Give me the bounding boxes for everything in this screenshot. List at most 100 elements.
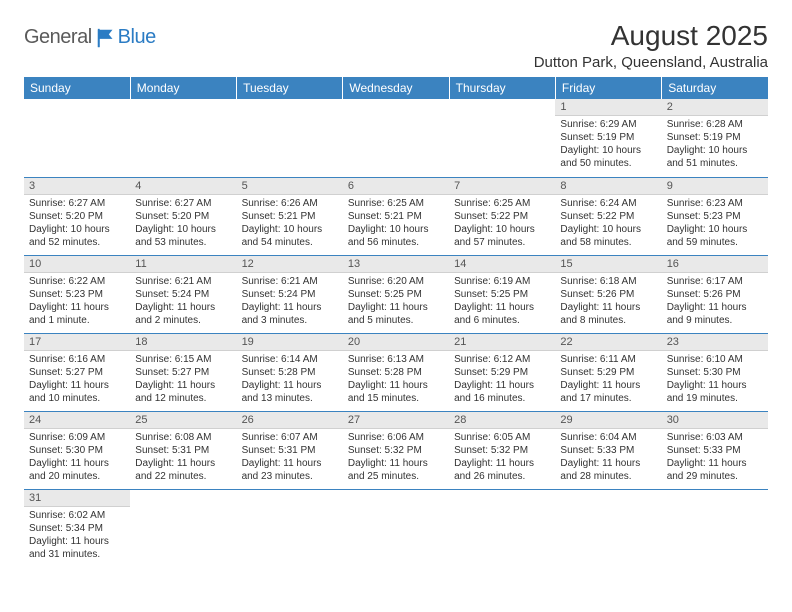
calendar-body: 1Sunrise: 6:29 AMSunset: 5:19 PMDaylight…	[24, 99, 768, 567]
sunset-line: Sunset: 5:21 PM	[348, 210, 444, 223]
day-cell: 5Sunrise: 6:26 AMSunset: 5:21 PMDaylight…	[237, 177, 343, 255]
day-details: Sunrise: 6:17 AMSunset: 5:26 PMDaylight:…	[662, 273, 768, 330]
daylight-line: Daylight: 11 hours and 26 minutes.	[454, 457, 550, 483]
day-number: 11	[130, 256, 236, 273]
sunrise-line: Sunrise: 6:18 AM	[560, 275, 656, 288]
day-cell: 13Sunrise: 6:20 AMSunset: 5:25 PMDayligh…	[343, 255, 449, 333]
sunrise-line: Sunrise: 6:25 AM	[454, 197, 550, 210]
sunrise-line: Sunrise: 6:12 AM	[454, 353, 550, 366]
daylight-line: Daylight: 11 hours and 5 minutes.	[348, 301, 444, 327]
day-number: 4	[130, 178, 236, 195]
day-details: Sunrise: 6:07 AMSunset: 5:31 PMDaylight:…	[237, 429, 343, 486]
weekday-header: Tuesday	[237, 77, 343, 99]
sunset-line: Sunset: 5:30 PM	[667, 366, 763, 379]
daylight-line: Daylight: 11 hours and 13 minutes.	[242, 379, 338, 405]
day-details: Sunrise: 6:14 AMSunset: 5:28 PMDaylight:…	[237, 351, 343, 408]
daylight-line: Daylight: 11 hours and 31 minutes.	[29, 535, 125, 561]
sunset-line: Sunset: 5:27 PM	[29, 366, 125, 379]
day-details: Sunrise: 6:04 AMSunset: 5:33 PMDaylight:…	[555, 429, 661, 486]
day-details: Sunrise: 6:18 AMSunset: 5:26 PMDaylight:…	[555, 273, 661, 330]
sunset-line: Sunset: 5:19 PM	[667, 131, 763, 144]
sunset-line: Sunset: 5:22 PM	[454, 210, 550, 223]
empty-cell	[24, 99, 130, 177]
sunset-line: Sunset: 5:34 PM	[29, 522, 125, 535]
day-cell: 4Sunrise: 6:27 AMSunset: 5:20 PMDaylight…	[130, 177, 236, 255]
sunrise-line: Sunrise: 6:24 AM	[560, 197, 656, 210]
sunrise-line: Sunrise: 6:07 AM	[242, 431, 338, 444]
daylight-line: Daylight: 11 hours and 20 minutes.	[29, 457, 125, 483]
day-number: 14	[449, 256, 555, 273]
logo-text-blue: Blue	[118, 26, 156, 49]
logo: General Blue	[24, 26, 156, 49]
sunset-line: Sunset: 5:31 PM	[135, 444, 231, 457]
day-number: 3	[24, 178, 130, 195]
sunrise-line: Sunrise: 6:21 AM	[242, 275, 338, 288]
month-title: August 2025	[534, 20, 768, 52]
day-cell: 17Sunrise: 6:16 AMSunset: 5:27 PMDayligh…	[24, 333, 130, 411]
sunset-line: Sunset: 5:22 PM	[560, 210, 656, 223]
location-label: Dutton Park, Queensland, Australia	[534, 54, 768, 71]
day-cell: 3Sunrise: 6:27 AMSunset: 5:20 PMDaylight…	[24, 177, 130, 255]
day-cell: 10Sunrise: 6:22 AMSunset: 5:23 PMDayligh…	[24, 255, 130, 333]
day-number: 31	[24, 490, 130, 507]
day-details: Sunrise: 6:16 AMSunset: 5:27 PMDaylight:…	[24, 351, 130, 408]
sunrise-line: Sunrise: 6:14 AM	[242, 353, 338, 366]
empty-cell	[130, 99, 236, 177]
sunset-line: Sunset: 5:29 PM	[454, 366, 550, 379]
day-details: Sunrise: 6:12 AMSunset: 5:29 PMDaylight:…	[449, 351, 555, 408]
calendar-row: 31Sunrise: 6:02 AMSunset: 5:34 PMDayligh…	[24, 489, 768, 567]
day-cell: 1Sunrise: 6:29 AMSunset: 5:19 PMDaylight…	[555, 99, 661, 177]
day-cell: 28Sunrise: 6:05 AMSunset: 5:32 PMDayligh…	[449, 411, 555, 489]
day-cell: 12Sunrise: 6:21 AMSunset: 5:24 PMDayligh…	[237, 255, 343, 333]
day-number: 12	[237, 256, 343, 273]
day-details: Sunrise: 6:13 AMSunset: 5:28 PMDaylight:…	[343, 351, 449, 408]
daylight-line: Daylight: 11 hours and 15 minutes.	[348, 379, 444, 405]
sunrise-line: Sunrise: 6:05 AM	[454, 431, 550, 444]
day-details: Sunrise: 6:21 AMSunset: 5:24 PMDaylight:…	[130, 273, 236, 330]
daylight-line: Daylight: 10 hours and 57 minutes.	[454, 223, 550, 249]
day-number: 29	[555, 412, 661, 429]
day-details: Sunrise: 6:08 AMSunset: 5:31 PMDaylight:…	[130, 429, 236, 486]
day-cell: 25Sunrise: 6:08 AMSunset: 5:31 PMDayligh…	[130, 411, 236, 489]
daylight-line: Daylight: 10 hours and 50 minutes.	[560, 144, 656, 170]
sunrise-line: Sunrise: 6:19 AM	[454, 275, 550, 288]
day-details: Sunrise: 6:29 AMSunset: 5:19 PMDaylight:…	[555, 116, 661, 173]
day-number: 28	[449, 412, 555, 429]
day-cell: 30Sunrise: 6:03 AMSunset: 5:33 PMDayligh…	[662, 411, 768, 489]
daylight-line: Daylight: 10 hours and 59 minutes.	[667, 223, 763, 249]
sunrise-line: Sunrise: 6:23 AM	[667, 197, 763, 210]
calendar-row: 1Sunrise: 6:29 AMSunset: 5:19 PMDaylight…	[24, 99, 768, 177]
day-details: Sunrise: 6:06 AMSunset: 5:32 PMDaylight:…	[343, 429, 449, 486]
day-number: 10	[24, 256, 130, 273]
daylight-line: Daylight: 11 hours and 23 minutes.	[242, 457, 338, 483]
daylight-line: Daylight: 11 hours and 3 minutes.	[242, 301, 338, 327]
day-number: 25	[130, 412, 236, 429]
daylight-line: Daylight: 10 hours and 51 minutes.	[667, 144, 763, 170]
sunrise-line: Sunrise: 6:17 AM	[667, 275, 763, 288]
day-number: 20	[343, 334, 449, 351]
sunrise-line: Sunrise: 6:11 AM	[560, 353, 656, 366]
day-number: 15	[555, 256, 661, 273]
day-details: Sunrise: 6:25 AMSunset: 5:22 PMDaylight:…	[449, 195, 555, 252]
sunset-line: Sunset: 5:24 PM	[135, 288, 231, 301]
sunset-line: Sunset: 5:20 PM	[29, 210, 125, 223]
calendar-row: 17Sunrise: 6:16 AMSunset: 5:27 PMDayligh…	[24, 333, 768, 411]
day-cell: 16Sunrise: 6:17 AMSunset: 5:26 PMDayligh…	[662, 255, 768, 333]
daylight-line: Daylight: 11 hours and 29 minutes.	[667, 457, 763, 483]
empty-cell	[343, 489, 449, 567]
daylight-line: Daylight: 11 hours and 17 minutes.	[560, 379, 656, 405]
day-number: 30	[662, 412, 768, 429]
flag-icon	[96, 27, 118, 49]
day-number: 6	[343, 178, 449, 195]
day-cell: 19Sunrise: 6:14 AMSunset: 5:28 PMDayligh…	[237, 333, 343, 411]
weekday-header: Wednesday	[343, 77, 449, 99]
day-number: 24	[24, 412, 130, 429]
day-details: Sunrise: 6:09 AMSunset: 5:30 PMDaylight:…	[24, 429, 130, 486]
empty-cell	[130, 489, 236, 567]
daylight-line: Daylight: 10 hours and 58 minutes.	[560, 223, 656, 249]
day-number: 17	[24, 334, 130, 351]
day-cell: 15Sunrise: 6:18 AMSunset: 5:26 PMDayligh…	[555, 255, 661, 333]
sunset-line: Sunset: 5:26 PM	[667, 288, 763, 301]
daylight-line: Daylight: 11 hours and 25 minutes.	[348, 457, 444, 483]
day-cell: 8Sunrise: 6:24 AMSunset: 5:22 PMDaylight…	[555, 177, 661, 255]
